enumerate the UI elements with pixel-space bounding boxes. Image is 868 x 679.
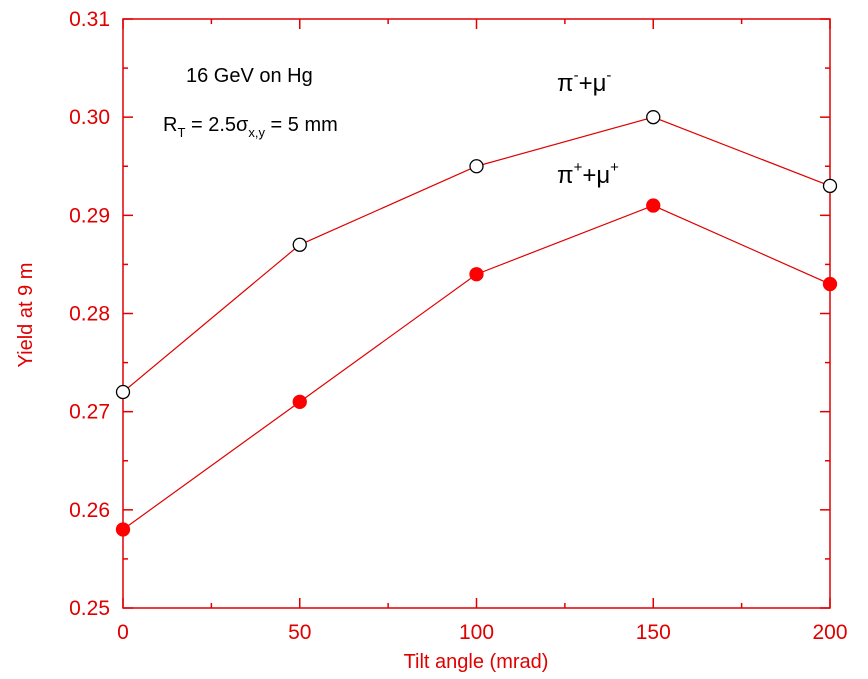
series-label-negative: π-+μ- xyxy=(557,67,611,97)
annotation-target-radius: RT = 2.5σx,y = 5 mm xyxy=(163,114,338,140)
data-point-negative xyxy=(822,178,838,194)
series-line xyxy=(122,116,831,393)
data-point-positive xyxy=(469,267,484,282)
axis-ticks xyxy=(122,18,831,609)
series-label-positive: π++μ+ xyxy=(557,159,619,189)
data-point-negative xyxy=(646,110,661,125)
plot-frame xyxy=(122,18,831,609)
data-point-positive xyxy=(115,522,131,537)
data-point-positive xyxy=(822,276,838,292)
data-point-negative xyxy=(115,384,131,400)
y-tick-label: 0.31 xyxy=(69,8,110,31)
x-tick-label: 100 xyxy=(459,621,494,644)
series-group xyxy=(115,110,838,537)
axis-tick-labels: 0 50 100 150 200 0.25 0.26 0.27 0.28 0.29 0.30 0.31 xyxy=(69,8,847,644)
x-tick-label: 200 xyxy=(812,621,847,644)
y-tick-label: 0.28 xyxy=(69,303,110,326)
y-tick-label: 0.30 xyxy=(69,106,110,129)
data-point-positive xyxy=(292,394,307,410)
y-tick-label: 0.29 xyxy=(69,204,110,227)
x-axis-title: Tilt angle (mrad) xyxy=(404,651,549,673)
x-tick-label: 0 xyxy=(117,621,129,644)
data-point-positive xyxy=(646,198,661,213)
data-point-negative xyxy=(469,159,484,174)
x-tick-label: 150 xyxy=(636,621,671,644)
x-tick-label: 50 xyxy=(288,621,311,644)
y-tick-label: 0.26 xyxy=(69,499,110,522)
data-point-negative xyxy=(292,237,307,252)
series-line xyxy=(122,204,831,530)
y-tick-label: 0.27 xyxy=(69,401,110,424)
annotation-beam: 16 GeV on Hg xyxy=(186,65,313,87)
y-tick-label: 0.25 xyxy=(69,597,110,620)
y-axis-title: Yield at 9 m xyxy=(15,263,37,368)
